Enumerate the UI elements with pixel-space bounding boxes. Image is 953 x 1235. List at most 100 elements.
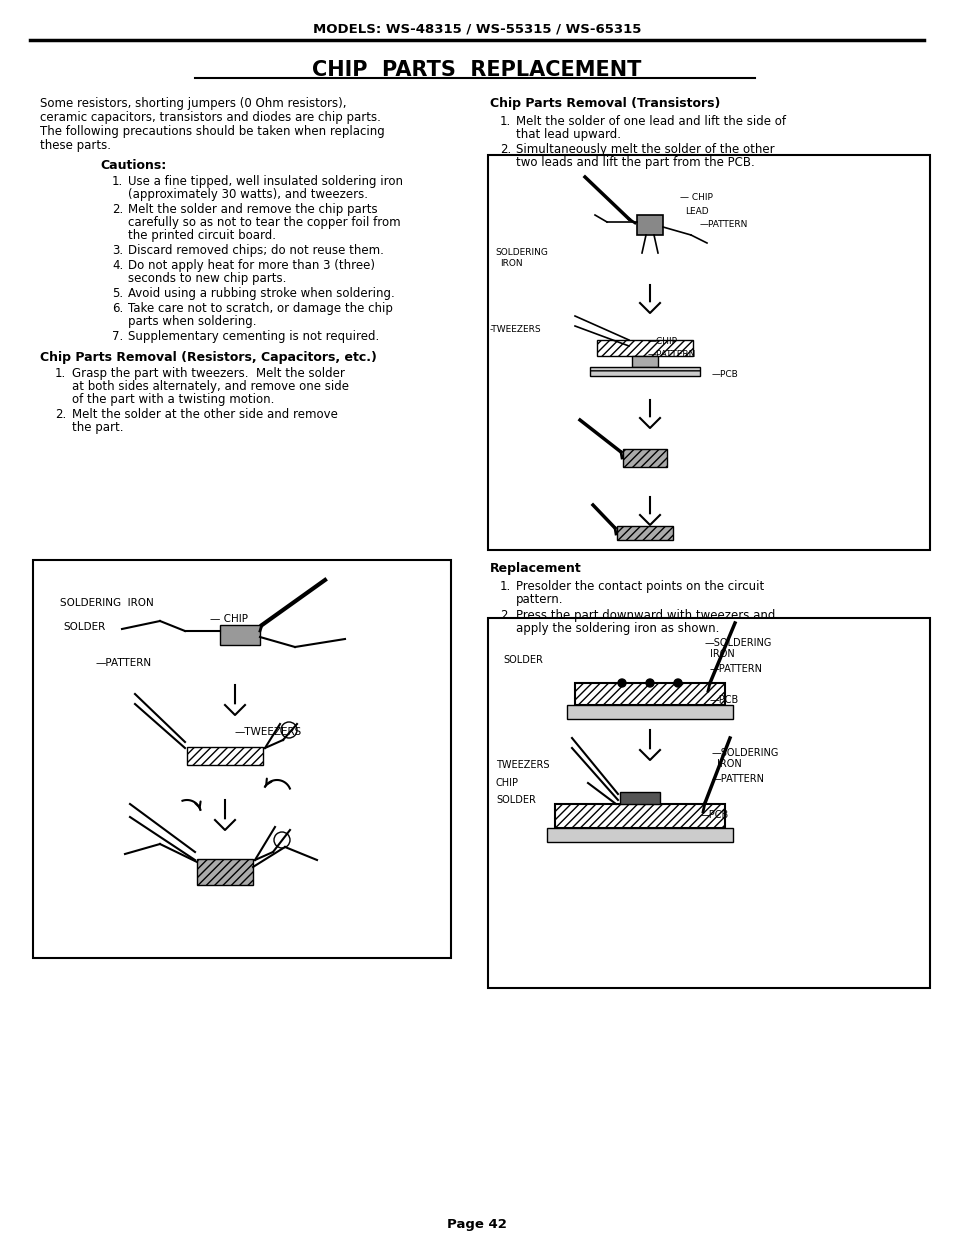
Text: SOLDER: SOLDER	[496, 795, 536, 805]
Text: CHIP: CHIP	[496, 778, 518, 788]
Text: Page 42: Page 42	[447, 1218, 506, 1231]
Text: Melt the solder at the other side and remove: Melt the solder at the other side and re…	[71, 408, 337, 421]
Text: Grasp the part with tweezers.  Melt the solder: Grasp the part with tweezers. Melt the s…	[71, 367, 345, 380]
Bar	[220, 625, 260, 645]
Text: Cautions:: Cautions:	[100, 159, 166, 172]
Text: —PATTERN: —PATTERN	[709, 664, 762, 674]
Bar	[622, 450, 666, 467]
Text: these parts.: these parts.	[40, 140, 111, 152]
Text: —TWEEZERS: —TWEEZERS	[234, 727, 302, 737]
Bar	[555, 804, 724, 827]
Text: (approximately 30 watts), and tweezers.: (approximately 30 watts), and tweezers.	[128, 188, 368, 201]
Polygon shape	[639, 750, 659, 760]
Text: —PATTERN: —PATTERN	[647, 350, 696, 359]
Polygon shape	[639, 515, 659, 525]
Text: 1.: 1.	[112, 175, 123, 188]
Text: seconds to new chip parts.: seconds to new chip parts.	[128, 272, 286, 285]
Text: parts when soldering.: parts when soldering.	[128, 315, 256, 329]
Text: LEAD: LEAD	[684, 207, 708, 216]
Polygon shape	[639, 303, 659, 312]
Circle shape	[673, 679, 681, 687]
Bar	[589, 367, 700, 375]
Text: IRON: IRON	[717, 760, 741, 769]
Text: Press the part downward with tweezers and: Press the part downward with tweezers an…	[516, 609, 775, 622]
Text: Simultaneously melt the solder of the other: Simultaneously melt the solder of the ot…	[516, 143, 774, 156]
Text: —SOLDERING: —SOLDERING	[704, 638, 772, 648]
Text: Presolder the contact points on the circuit: Presolder the contact points on the circ…	[516, 580, 763, 593]
Text: —PATTERN: —PATTERN	[700, 220, 747, 228]
Text: 7.: 7.	[112, 330, 123, 343]
Text: —PCB: —PCB	[709, 695, 739, 705]
Text: 1.: 1.	[499, 580, 511, 593]
Text: IRON: IRON	[709, 650, 734, 659]
Text: —SOLDERING: —SOLDERING	[711, 748, 779, 758]
Text: two leads and lift the part from the PCB.: two leads and lift the part from the PCB…	[516, 156, 754, 169]
Polygon shape	[225, 705, 245, 715]
Bar	[617, 526, 672, 540]
Text: SOLDER: SOLDER	[63, 622, 105, 632]
Text: SOLDERING: SOLDERING	[495, 248, 547, 257]
Text: ceramic capacitors, transistors and diodes are chip parts.: ceramic capacitors, transistors and diod…	[40, 111, 380, 124]
Circle shape	[618, 679, 625, 687]
Text: pattern.: pattern.	[516, 593, 563, 606]
Text: that lead upward.: that lead upward.	[516, 128, 620, 141]
Bar	[637, 215, 662, 235]
Text: —PCB: —PCB	[700, 810, 728, 820]
Text: Supplementary cementing is not required.: Supplementary cementing is not required.	[128, 330, 379, 343]
Text: —CHIP: —CHIP	[647, 337, 678, 346]
Text: — CHIP: — CHIP	[210, 614, 248, 624]
Text: Use a fine tipped, well insulated soldering iron: Use a fine tipped, well insulated solder…	[128, 175, 402, 188]
Bar	[631, 356, 658, 367]
Text: 1.: 1.	[499, 115, 511, 128]
Bar	[196, 860, 253, 885]
Text: — CHIP: — CHIP	[679, 193, 712, 203]
Bar	[597, 340, 692, 356]
Text: Take care not to scratch, or damage the chip: Take care not to scratch, or damage the …	[128, 303, 393, 315]
Text: of the part with a twisting motion.: of the part with a twisting motion.	[71, 393, 274, 406]
Text: 3.: 3.	[112, 245, 123, 257]
Bar	[566, 705, 732, 719]
Text: Discard removed chips; do not reuse them.: Discard removed chips; do not reuse them…	[128, 245, 383, 257]
Text: carefully so as not to tear the copper foil from: carefully so as not to tear the copper f…	[128, 216, 400, 228]
Text: 6.: 6.	[112, 303, 123, 315]
Text: —PATTERN: —PATTERN	[96, 658, 152, 668]
Text: Some resistors, shorting jumpers (0 Ohm resistors),: Some resistors, shorting jumpers (0 Ohm …	[40, 98, 346, 110]
Text: the printed circuit board.: the printed circuit board.	[128, 228, 275, 242]
Text: The following precautions should be taken when replacing: The following precautions should be take…	[40, 125, 384, 138]
Text: TWEEZERS: TWEEZERS	[496, 760, 549, 769]
Text: 4.: 4.	[112, 259, 123, 272]
Text: -TWEEZERS: -TWEEZERS	[490, 325, 541, 333]
Text: 2.: 2.	[499, 143, 511, 156]
Text: the part.: the part.	[71, 421, 123, 433]
Text: CHIP  PARTS  REPLACEMENT: CHIP PARTS REPLACEMENT	[312, 61, 641, 80]
Text: at both sides alternately, and remove one side: at both sides alternately, and remove on…	[71, 380, 349, 393]
Text: Melt the solder of one lead and lift the side of: Melt the solder of one lead and lift the…	[516, 115, 785, 128]
Bar	[488, 618, 929, 988]
Text: —PCB: —PCB	[711, 370, 738, 379]
Text: 2.: 2.	[499, 609, 511, 622]
Polygon shape	[639, 417, 659, 429]
Bar	[187, 747, 263, 764]
Text: 2.: 2.	[112, 203, 123, 216]
Text: Melt the solder and remove the chip parts: Melt the solder and remove the chip part…	[128, 203, 377, 216]
Bar	[546, 827, 732, 842]
Bar	[575, 683, 724, 705]
Text: apply the soldering iron as shown.: apply the soldering iron as shown.	[516, 622, 719, 635]
Bar	[488, 156, 929, 550]
Circle shape	[645, 679, 654, 687]
Text: SOLDER: SOLDER	[502, 655, 542, 664]
Polygon shape	[214, 820, 234, 830]
Text: SOLDERING  IRON: SOLDERING IRON	[60, 598, 153, 608]
Text: —PATTERN: —PATTERN	[711, 774, 764, 784]
Text: 2.: 2.	[55, 408, 66, 421]
Text: Replacement: Replacement	[490, 562, 581, 576]
Text: Avoid using a rubbing stroke when soldering.: Avoid using a rubbing stroke when solder…	[128, 287, 395, 300]
Text: 5.: 5.	[112, 287, 123, 300]
Text: IRON: IRON	[499, 259, 522, 268]
Text: MODELS: WS-48315 / WS-55315 / WS-65315: MODELS: WS-48315 / WS-55315 / WS-65315	[313, 22, 640, 35]
Text: Do not apply heat for more than 3 (three): Do not apply heat for more than 3 (three…	[128, 259, 375, 272]
Bar	[33, 559, 451, 958]
Text: 1.: 1.	[55, 367, 66, 380]
Bar	[619, 792, 659, 804]
Text: Chip Parts Removal (Resistors, Capacitors, etc.): Chip Parts Removal (Resistors, Capacitor…	[40, 351, 376, 364]
